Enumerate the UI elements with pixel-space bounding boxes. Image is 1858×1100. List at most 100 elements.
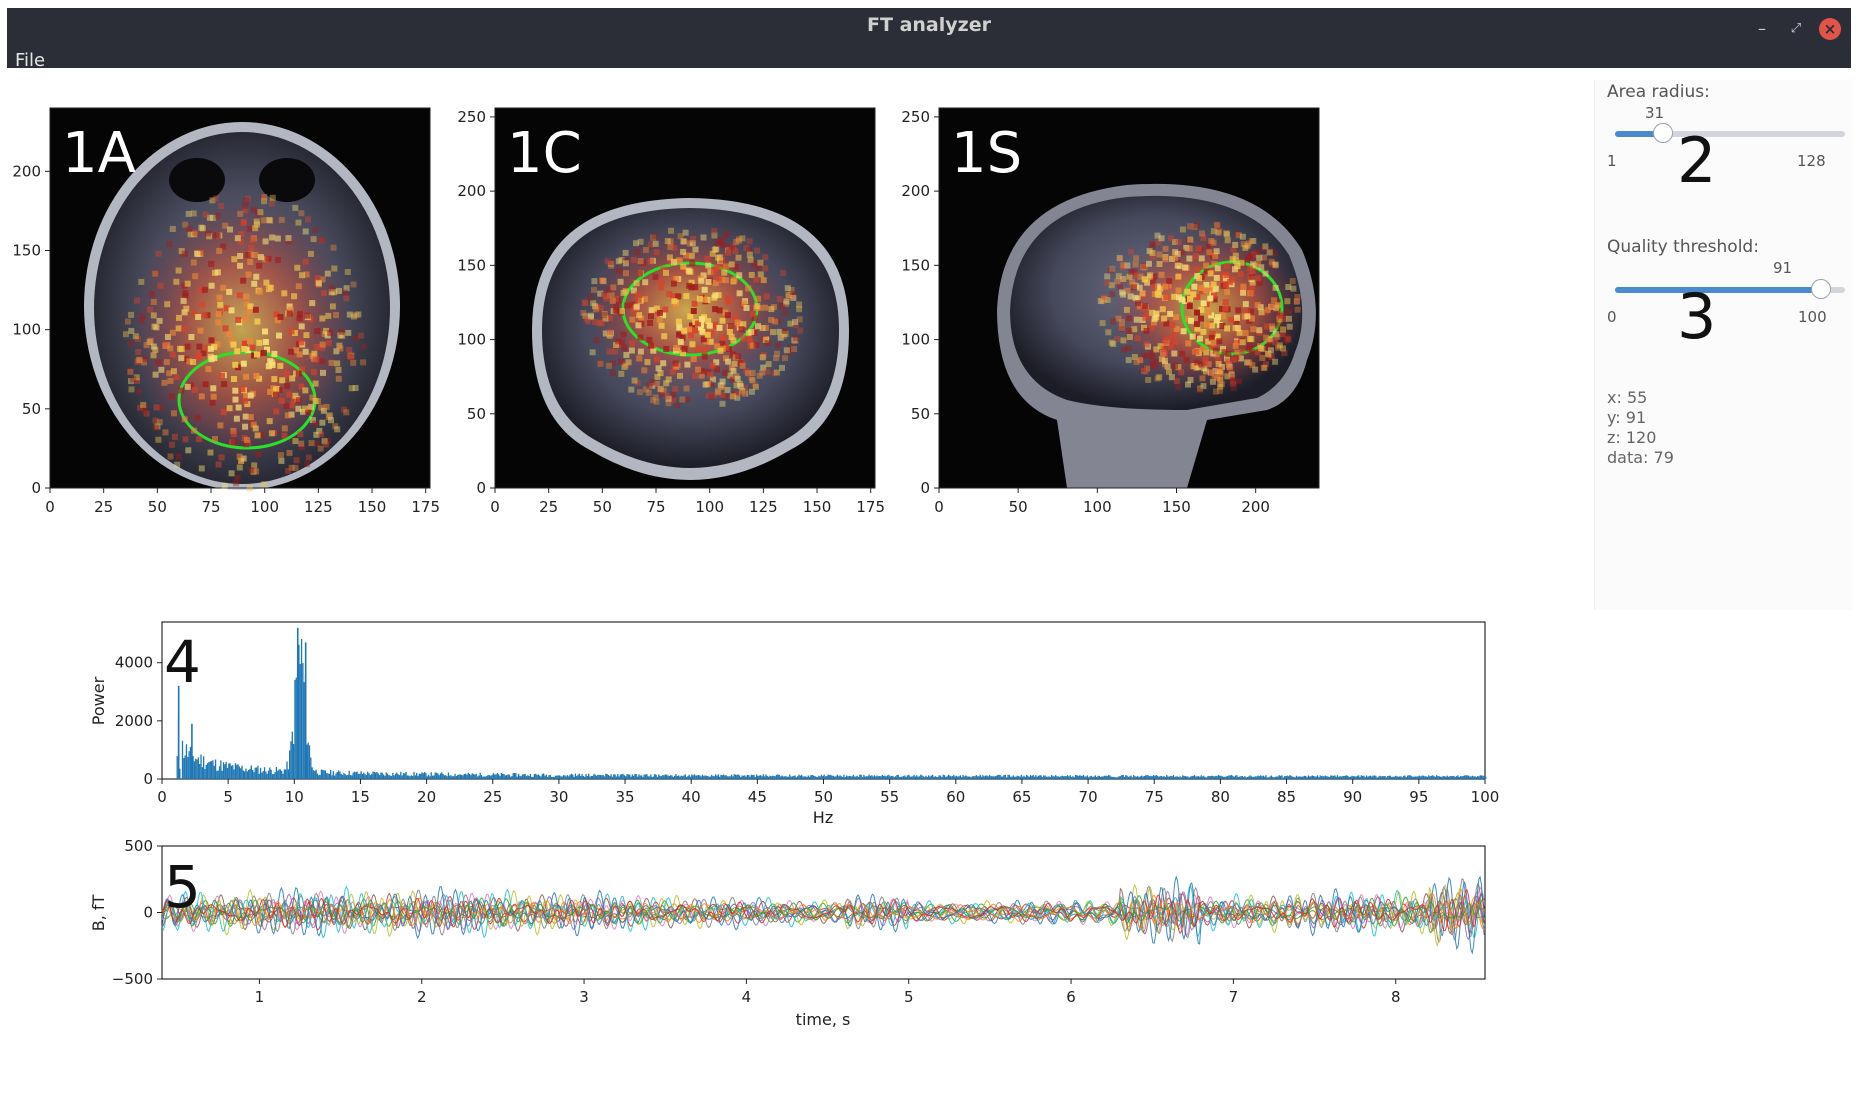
x-tick-label: 15 [351, 788, 370, 806]
y-tick-label: 0 [31, 479, 41, 497]
x-tick-label: 100 [695, 498, 724, 516]
x-tick-label: 75 [646, 498, 665, 516]
x-tick-label: 40 [682, 788, 701, 806]
x-tick-label: 30 [549, 788, 568, 806]
x-tick-label: 50 [593, 498, 612, 516]
power-spectrum-chart: 0 5 10 15 20 25 30 35 40 45 50 55 60 65 70 75 80 85 90 95 10… [89, 621, 1500, 827]
x-tick-label: 4 [742, 988, 752, 1006]
x-tick-label: 150 [1162, 498, 1191, 516]
readout-y: y: 91 [1607, 408, 1647, 427]
spectrum-peak [177, 685, 180, 779]
y-tick-label: 0 [143, 904, 153, 922]
y-tick-label: 250 [457, 108, 486, 126]
x-tick-label: 8 [1391, 988, 1401, 1006]
x-tick-label: 90 [1343, 788, 1362, 806]
y-tick-label: 0 [920, 479, 930, 497]
quality-threshold-max: 100 [1798, 308, 1827, 326]
y-tick-label: −500 [112, 970, 153, 988]
y-tick-label: 2000 [115, 712, 153, 730]
minimize-icon[interactable]: – [1758, 19, 1766, 38]
x-tick-label: 60 [946, 788, 965, 806]
x-tick-label: 100 [1471, 788, 1500, 806]
menu-file[interactable]: File [15, 50, 46, 71]
spectrum-bars [175, 627, 1487, 779]
y-tick-label: 100 [901, 331, 930, 349]
quality-threshold-label: Quality threshold: [1607, 237, 1759, 257]
signal-trace [161, 897, 1485, 929]
activation-voxels [122, 194, 1301, 492]
y-tick-label: 50 [911, 405, 930, 423]
area-radius-slider[interactable] [1615, 123, 1845, 143]
x-tick-label: 45 [748, 788, 767, 806]
y-tick-label: 0 [143, 770, 153, 788]
y-tick-label: 150 [12, 242, 41, 260]
axial-axis: 0 25 50 75 100 125 150 175 0 50 100 150 200 [12, 162, 440, 516]
y-tick-label: 200 [12, 162, 41, 180]
window-title: FT analyzer [867, 14, 991, 36]
signal-trace [161, 875, 1485, 955]
area-radius-handle[interactable] [1653, 123, 1673, 143]
y-tick-label: 100 [457, 331, 486, 349]
spectrum-plot-area[interactable] [161, 621, 1486, 780]
x-tick-label: 50 [814, 788, 833, 806]
x-tick-label: 100 [250, 498, 279, 516]
x-tick-label: 0 [934, 498, 944, 516]
readout-x: x: 55 [1607, 388, 1648, 407]
x-tick-label: 50 [1009, 498, 1028, 516]
y-tick-label: 150 [457, 256, 486, 274]
x-tick-label: 20 [417, 788, 436, 806]
x-tick-label: 10 [285, 788, 304, 806]
signal-axes: 1 2 3 4 5 6 7 8 500 0 −500 [112, 837, 1401, 1006]
time-series-chart: 1 2 3 4 5 6 7 8 500 0 −500 5 time, s B, fT [89, 837, 1486, 1029]
spectrum-peak [304, 642, 307, 779]
quality-threshold-slider[interactable] [1615, 279, 1845, 299]
signal-traces [161, 875, 1485, 955]
spectrum-peak [296, 627, 299, 779]
marker-4: 4 [164, 628, 201, 696]
x-tick-label: 85 [1277, 788, 1296, 806]
mri-views: 1A 0 25 50 75 100 125 150 175 0 50 100 150 200 1C 0 2… [12, 107, 1320, 516]
y-tick-label: 150 [901, 256, 930, 274]
x-tick-label: 0 [490, 498, 500, 516]
coronal-axis: 0 25 50 75 100 125 150 175 0 50 100 150 200 250 [457, 108, 885, 516]
x-tick-label: 1 [255, 988, 265, 1006]
close-icon[interactable]: × [1819, 18, 1841, 40]
quality-threshold-value: 91 [1773, 259, 1793, 277]
axial-view[interactable]: 1A [49, 107, 431, 490]
sagittal-axis: 0 50 100 150 200 0 50 100 150 200 250 [901, 108, 1270, 516]
marker-3: 3 [1677, 280, 1717, 353]
y-tick-label: 200 [457, 182, 486, 200]
area-radius-max: 128 [1797, 152, 1826, 170]
y-tick-label: 100 [12, 321, 41, 339]
x-tick-label: 7 [1229, 988, 1239, 1006]
area-radius-label: Area radius: [1607, 82, 1710, 102]
x-tick-label: 0 [157, 788, 167, 806]
y-tick-label: 500 [124, 837, 153, 855]
restore-icon[interactable]: ⤢ [1790, 21, 1802, 36]
quality-threshold-handle[interactable] [1811, 279, 1831, 299]
area-radius-min: 1 [1607, 152, 1617, 170]
spectrum-peak [191, 723, 193, 779]
x-tick-label: 80 [1211, 788, 1230, 806]
signal-trace [161, 893, 1485, 930]
x-tick-label: 175 [411, 498, 440, 516]
y-tick-label: 250 [901, 108, 930, 126]
area-radius-value: 31 [1645, 104, 1665, 122]
readout-z: z: 120 [1607, 428, 1657, 447]
x-tick-label: 0 [45, 498, 55, 516]
x-tick-label: 150 [358, 498, 387, 516]
readout-data: data: 79 [1607, 448, 1674, 467]
x-tick-label: 50 [148, 498, 167, 516]
x-tick-label: 6 [1066, 988, 1076, 1006]
x-tick-label: 200 [1241, 498, 1270, 516]
x-tick-label: 65 [1012, 788, 1031, 806]
y-tick-label: 0 [476, 479, 486, 497]
x-tick-label: 55 [880, 788, 899, 806]
app-window: FT analyzer File – ⤢ × 1A [7, 8, 1852, 1100]
x-tick-label: 125 [304, 498, 333, 516]
x-tick-label: 95 [1409, 788, 1428, 806]
y-tick-label: 50 [467, 405, 486, 423]
x-tick-label: 5 [904, 988, 914, 1006]
x-tick-label: 175 [856, 498, 885, 516]
x-tick-label: 2 [417, 988, 427, 1006]
